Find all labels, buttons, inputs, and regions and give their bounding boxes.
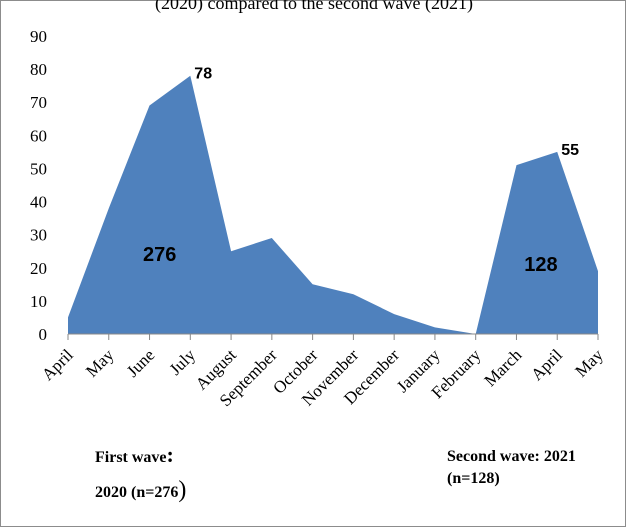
y-axis-ticks: 0 10 20 30 40 50 60 70 80 90	[30, 27, 47, 344]
y-tick-label: 70	[30, 93, 47, 112]
y-tick-label: 10	[30, 292, 47, 311]
first-wave-legend: First wave: 2020 (n=276)	[95, 444, 186, 504]
first-wave-count: 2020 (n=276	[95, 484, 179, 501]
data-labels: 78 55 276 128	[143, 66, 579, 276]
peak-data-label: 55	[561, 142, 579, 159]
second-wave-count: (n=128)	[447, 470, 500, 487]
y-tick-label: 80	[30, 60, 47, 79]
y-tick-label: 60	[30, 126, 47, 145]
first-wave-paren: )	[178, 477, 187, 503]
area-series	[68, 75, 598, 334]
x-tick-label: July	[166, 345, 200, 379]
y-tick-label: 50	[30, 159, 47, 178]
first-wave-title: First wave	[95, 449, 167, 466]
area-total-label: 128	[524, 254, 557, 276]
y-tick-label: 0	[39, 325, 48, 344]
x-axis-ticks: April May June JulyAugustSeptemberOctoberNo…	[38, 334, 607, 410]
second-wave-legend: Second wave: 2021 (n=128)	[447, 446, 576, 490]
y-tick-label: 40	[30, 193, 47, 212]
y-tick-label: 90	[30, 27, 47, 46]
x-tick-label: May	[82, 345, 118, 381]
x-tick-label: May	[571, 345, 607, 381]
first-wave-colon: :	[166, 442, 174, 467]
second-wave-title: Second wave: 2021	[447, 448, 576, 465]
area-total-label: 276	[143, 244, 176, 266]
caption-fragment: (2020) compared to the second wave (2021…	[155, 0, 473, 13]
x-tick-label: June	[123, 345, 158, 380]
x-tick-label: April	[527, 345, 566, 384]
x-tick-label: April	[38, 345, 77, 384]
y-tick-label: 20	[30, 259, 47, 278]
y-tick-label: 30	[30, 226, 47, 245]
x-tick-label: March	[480, 345, 525, 390]
peak-data-label: 78	[194, 66, 212, 83]
